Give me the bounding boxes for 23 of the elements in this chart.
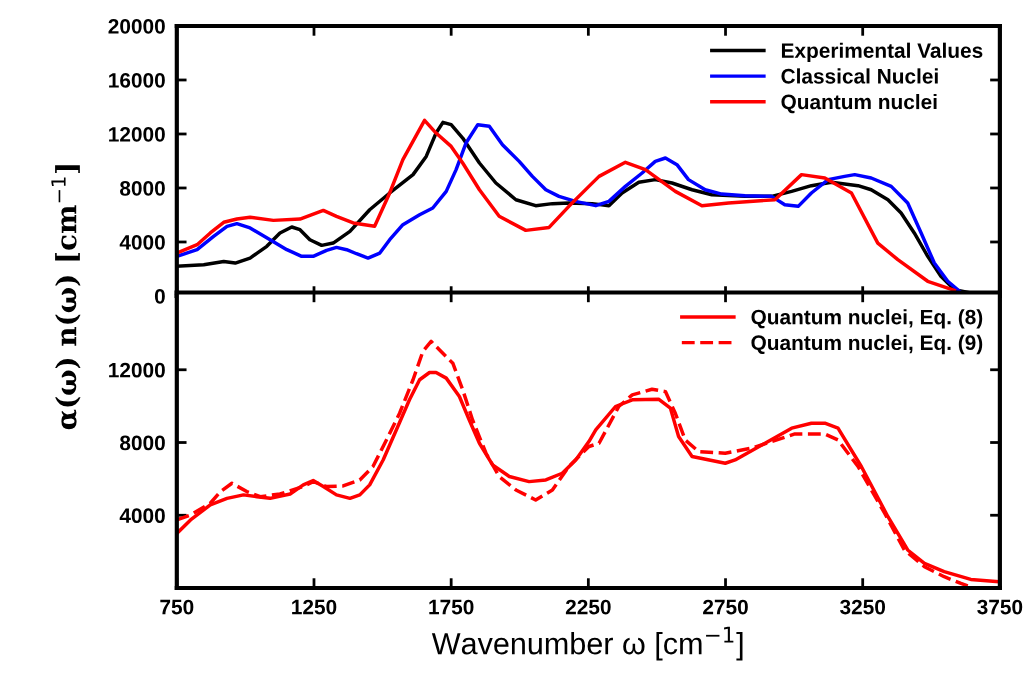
x-tick-label: 750 — [160, 599, 194, 615]
x-tick-label: 1750 — [429, 599, 474, 615]
x-tick-label: 2750 — [703, 599, 748, 615]
x-tick-label: 1250 — [292, 599, 337, 615]
y-tick-label: 0 — [154, 288, 165, 304]
y-tick-label: 8000 — [120, 435, 165, 451]
y-tick-label: 20000 — [108, 18, 165, 34]
x-tick-label: 3250 — [840, 599, 886, 615]
y-axis-title: α(ω) n(ω) [cm$^{−1}$] — [51, 165, 81, 430]
y-tick-label: 12000 — [109, 126, 165, 142]
legend-label: Classical Nuclei — [781, 68, 938, 84]
y-tick-label: 4000 — [119, 508, 165, 523]
legend-label: Experimental Values — [781, 42, 983, 63]
y-tick-label: 12000 — [109, 362, 165, 378]
y-tick-label: 4000 — [119, 234, 165, 250]
y-tick-label: 16000 — [109, 72, 165, 88]
x-tick-label: 3750 — [977, 599, 1023, 615]
x-tick-label: 2250 — [565, 599, 611, 615]
legend-label: Quantum nuclei, Eq. (9) — [751, 334, 983, 355]
legend-label: Quantum nuclei, Eq. (8) — [751, 309, 983, 329]
legend-label: Quantum nuclei — [781, 94, 937, 114]
x-axis-title: Wavenumber ω [cm$^{−1}$] — [431, 626, 743, 661]
y-tick-label: 8000 — [120, 180, 165, 196]
